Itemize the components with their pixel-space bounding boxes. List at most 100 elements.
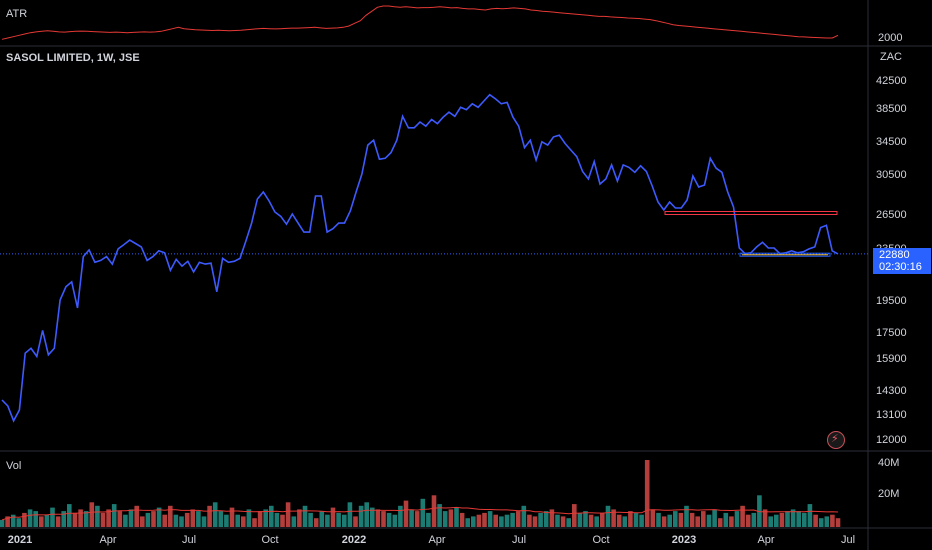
volume-bar (588, 514, 594, 527)
volume-bar (16, 518, 22, 527)
volume-bar (375, 509, 381, 527)
time-tick-label: 2023 (672, 534, 696, 546)
volume-tick-20m: 20M (878, 488, 900, 500)
volume-bar (487, 511, 493, 527)
volume-bar (190, 509, 196, 527)
volume-bar (555, 514, 560, 527)
volume-bar (39, 516, 44, 527)
time-tick-label: Apr (99, 534, 116, 546)
volume-bar (549, 509, 555, 527)
volume-bar (0, 519, 5, 527)
price-tick-label: 14300 (876, 385, 907, 397)
price-tick-label: 38500 (876, 103, 907, 115)
volume-bar (353, 516, 358, 527)
volume-bar (224, 514, 229, 527)
volume-bar (465, 518, 470, 527)
volume-bar (229, 507, 235, 527)
volume-bar (740, 505, 745, 527)
volume-bar (128, 509, 134, 527)
volume-bar (347, 502, 353, 527)
price-tick-label: 12000 (876, 434, 907, 446)
volume-bar (768, 516, 773, 527)
volume-bar (745, 514, 751, 527)
volume-bar (560, 516, 566, 527)
flash-icon[interactable] (827, 431, 845, 449)
atr-tick: 2000 (878, 32, 903, 44)
volume-bar (308, 512, 313, 527)
price-tick-label: 15900 (876, 353, 907, 365)
volume-bar (33, 511, 38, 527)
volume-bar (151, 511, 156, 527)
volume-bar (431, 495, 437, 527)
time-tick-label: Apr (428, 534, 445, 546)
time-tick-label: Jul (182, 534, 196, 546)
volume-bar (10, 514, 16, 527)
volume-bar (78, 509, 83, 527)
volume-bar (145, 512, 151, 527)
volume-bar (616, 514, 622, 527)
volume-bar (140, 516, 145, 527)
bar-countdown: 02:30:16 (879, 261, 922, 273)
volume-bar (263, 509, 268, 527)
volume-bar (493, 514, 498, 527)
volume-bar (55, 516, 61, 527)
volume-bar (459, 512, 465, 527)
volume-bar (72, 512, 78, 527)
volume-bar (403, 500, 409, 527)
volume-bar (342, 514, 347, 527)
volume-bar (499, 516, 504, 527)
atr-line (1, 5, 839, 40)
volume-bar (667, 514, 672, 527)
volume-bar (476, 514, 482, 527)
time-tick-label: Jul (841, 534, 855, 546)
volume-bar (678, 512, 684, 527)
volume-bar (246, 509, 252, 527)
volume-bar (774, 514, 779, 527)
volume-bar (179, 516, 184, 527)
resistance-level (664, 211, 838, 215)
volume-tick-40m: 40M (878, 457, 900, 469)
volume-bar (392, 514, 398, 527)
volume-bar (398, 505, 403, 527)
volume-bar (22, 512, 27, 527)
volume-bar (168, 505, 173, 527)
volume-bar (802, 512, 807, 527)
volume-bar (611, 509, 616, 527)
volume-bar (504, 514, 510, 527)
volume-bar (639, 514, 644, 527)
volume-bar (622, 516, 628, 527)
volume-bar (706, 514, 712, 527)
volume-bar (201, 516, 207, 527)
volume-bar (757, 495, 762, 527)
volume-bar (319, 511, 325, 527)
volume-bar (807, 504, 813, 527)
volume-pane (0, 460, 841, 527)
volume-bar (297, 509, 302, 527)
volume-bar (61, 511, 66, 527)
volume-bar (790, 509, 796, 527)
volume-bar (661, 516, 667, 527)
volume-bar (673, 511, 678, 527)
volume-bar (252, 518, 257, 527)
volume-bar (628, 511, 633, 527)
volume-bar (291, 516, 297, 527)
volume-bar (751, 512, 757, 527)
atr-pane (1, 5, 839, 40)
volume-bar (785, 511, 790, 527)
volume-bar (218, 511, 224, 527)
volume-bar (212, 502, 218, 527)
volume-bar (381, 511, 386, 527)
volume-bar (67, 504, 72, 527)
volume-bar (650, 509, 656, 527)
atr-label: ATR (6, 8, 28, 20)
volume-bar (280, 514, 285, 527)
volume-bar (600, 512, 605, 527)
volume-ma-line (1, 506, 839, 521)
last-price-value: 22880 (879, 249, 910, 261)
volume-bar (633, 512, 639, 527)
volume-bar (813, 514, 818, 527)
volume-bar (729, 516, 734, 527)
volume-bar (734, 511, 740, 527)
volume-bar (448, 509, 454, 527)
